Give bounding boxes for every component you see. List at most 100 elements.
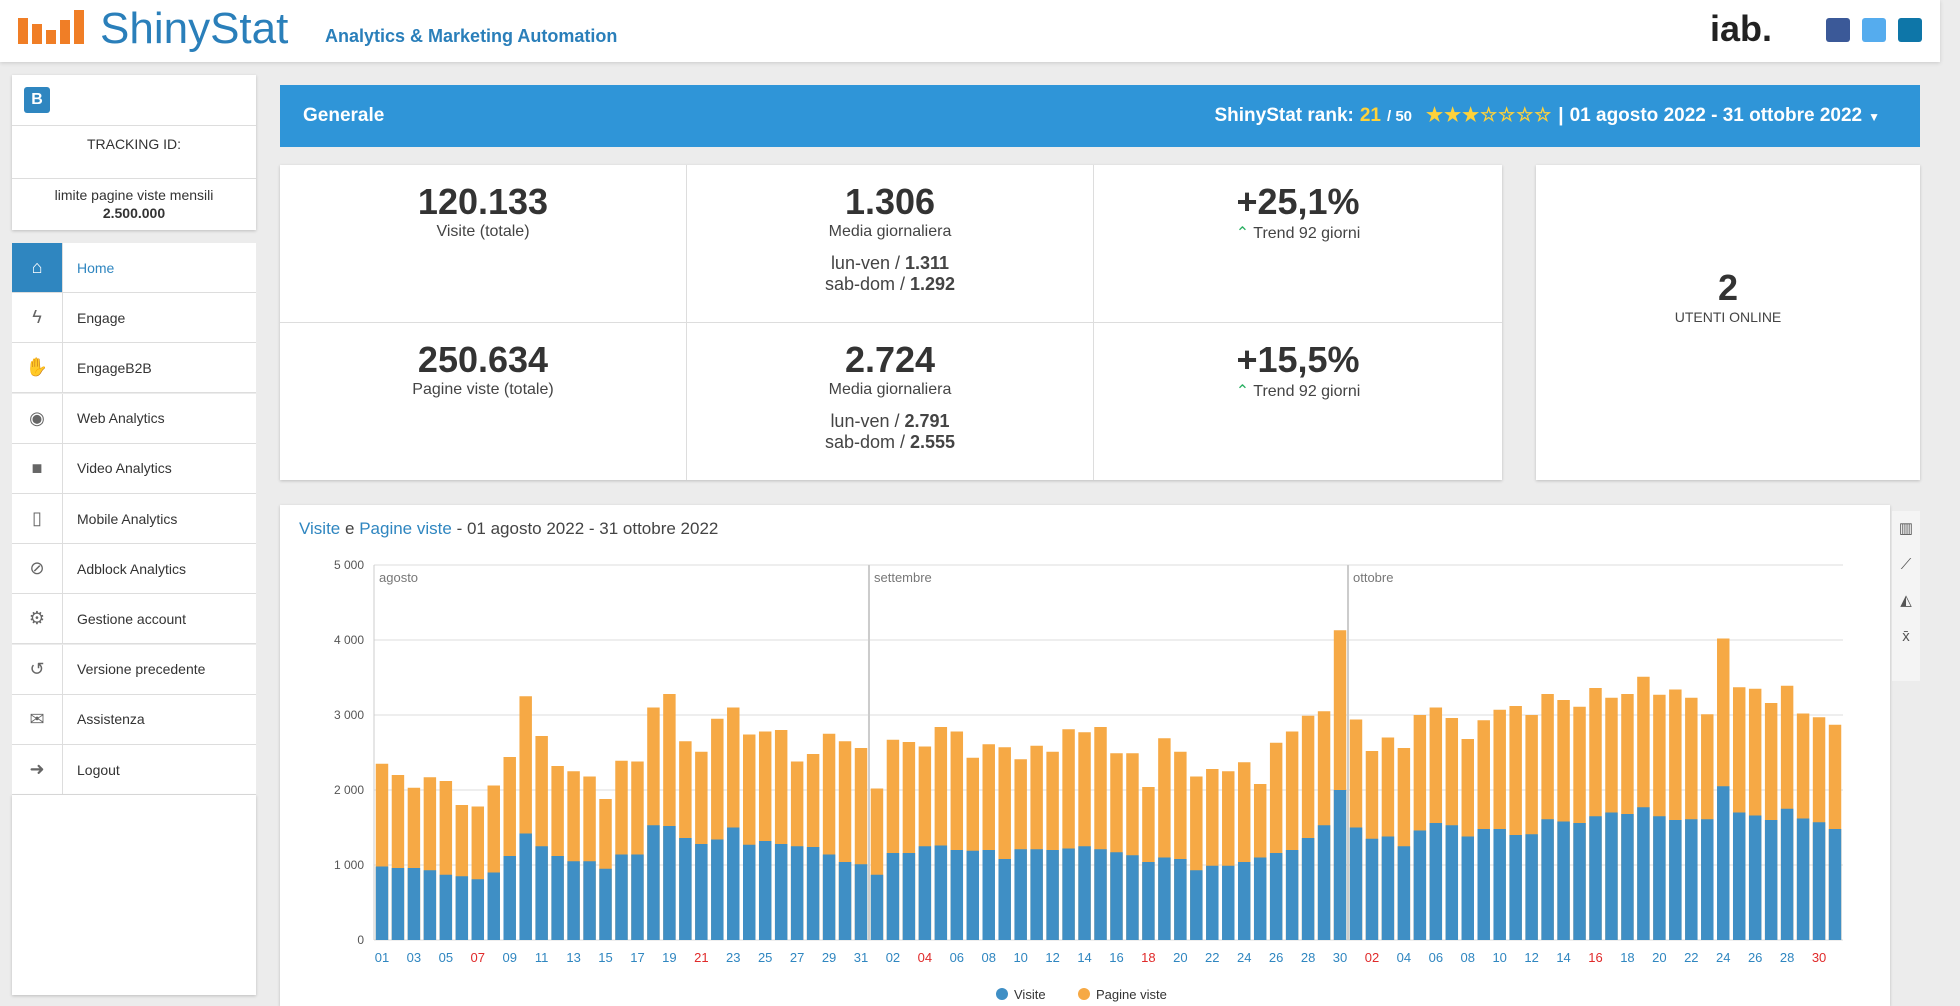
x-tick-label: 12 <box>1524 950 1538 965</box>
menu-item[interactable]: ⚙ Gestione account <box>12 594 256 645</box>
bar <box>711 839 724 940</box>
x-tick-label: 08 <box>1461 950 1475 965</box>
menu-label: Adblock Analytics <box>77 560 186 577</box>
facebook[interactable] <box>1826 18 1850 42</box>
menu-item[interactable]: ✉ Assistenza <box>12 694 256 745</box>
x-tick-label: 16 <box>1109 950 1123 965</box>
x-tick-label: 10 <box>1492 950 1506 965</box>
bar <box>934 845 948 940</box>
bar <box>1477 829 1490 940</box>
bar <box>1732 812 1746 940</box>
bar <box>1365 838 1379 940</box>
visits-avg: 1.306 Media giornaliera lun-ven / 1.311 s… <box>687 165 1094 323</box>
x-tick-label: 24 <box>1237 950 1251 965</box>
bar <box>1701 819 1714 940</box>
bar <box>1717 786 1730 940</box>
topbar: Generale ShinyStat rank: 21 / 50 ★★★☆☆☆☆… <box>280 85 1920 147</box>
menu-icon: ➜ <box>12 745 63 794</box>
menu-item[interactable]: ⌂ Home <box>12 243 256 293</box>
twitter[interactable] <box>1862 18 1886 42</box>
x-tick-label: 20 <box>1173 950 1187 965</box>
x-tick-label: 06 <box>1429 950 1443 965</box>
label: lun-ven / <box>830 411 900 431</box>
bar <box>1812 822 1826 940</box>
bar <box>1413 830 1427 940</box>
menu-item[interactable]: ■ Video Analytics <box>12 443 256 494</box>
menu-label: Mobile Analytics <box>77 510 178 527</box>
bar <box>950 850 964 940</box>
menu-item[interactable]: ▯ Mobile Analytics <box>12 494 256 544</box>
bar <box>822 854 836 940</box>
menu-item[interactable]: ◉ Web Analytics <box>12 393 256 444</box>
menu-item[interactable]: ➜ Logout <box>12 745 256 795</box>
bar <box>1828 829 1842 940</box>
bar <box>918 846 932 940</box>
bar <box>423 870 437 940</box>
chart-tools[interactable]: ▥ ⟋ ◭ x̄ <box>1892 511 1920 681</box>
tagline: Analytics & Marketing Automation <box>325 26 618 46</box>
x-tick-label: 02 <box>1365 950 1379 965</box>
month-label: settembre <box>874 570 932 585</box>
menu-item[interactable]: ϟ Engage <box>12 293 256 344</box>
bar <box>615 854 628 940</box>
value: 1.306 <box>844 181 936 222</box>
menu-icon: ⊘ <box>12 544 63 594</box>
menu-icon: ϟ <box>12 293 63 343</box>
bar <box>1381 836 1395 940</box>
y-tick-label: 0 <box>357 933 364 947</box>
bar <box>1764 820 1778 940</box>
menu-item[interactable]: ⊘ Adblock Analytics <box>12 544 256 595</box>
x-tick-label: 11 <box>535 950 549 965</box>
bar <box>1653 816 1666 940</box>
bar <box>1014 849 1027 940</box>
bar <box>551 856 564 940</box>
rank: 21 <box>1359 105 1381 126</box>
bar <box>774 844 788 940</box>
sidebar-fill <box>12 795 256 995</box>
label: Trend 92 giorni <box>1253 225 1361 242</box>
bar <box>1493 829 1506 940</box>
bar <box>487 872 500 940</box>
online-box: 2 UTENTI ONLINE <box>1536 165 1920 480</box>
bar <box>663 826 676 940</box>
x-tick-label: 17 <box>630 950 644 965</box>
label: lun-ven / <box>830 253 900 273</box>
period: - 01 agosto 2022 - 31 ottobre 2022 <box>456 519 719 538</box>
label: Pagine viste (totale) <box>412 381 554 398</box>
bar <box>1206 865 1219 940</box>
x-tick-label: 03 <box>407 950 421 965</box>
pages-link[interactable]: Pagine viste <box>359 519 452 538</box>
x-tick-label: 22 <box>1205 950 1219 965</box>
pages-avg: 2.724 Media giornaliera lun-ven / 2.791 s… <box>687 323 1094 480</box>
bar <box>1126 855 1139 940</box>
x-tick-label: 23 <box>726 950 740 965</box>
x-tick-label: 06 <box>950 950 964 965</box>
period[interactable]: 01 agosto 2022 - 31 ottobre 2022 <box>1569 105 1863 126</box>
bar <box>1030 849 1043 940</box>
menu-icon: ■ <box>12 443 63 493</box>
menu-label: Assistenza <box>77 711 145 728</box>
bar <box>1780 808 1794 940</box>
chart-title: Visite e Pagine viste - 01 agosto 2022 -… <box>299 519 718 539</box>
visits-link[interactable]: Visite <box>299 519 341 538</box>
rank-max: / 50 <box>1387 108 1413 125</box>
tracking-label: TRACKING ID: <box>12 125 256 152</box>
bar <box>1333 790 1347 940</box>
x-tick-label: 14 <box>1077 950 1091 965</box>
menu-item[interactable]: ✋ EngageB2B <box>12 343 256 394</box>
bar <box>1605 812 1618 940</box>
menu-item[interactable]: ↺ Versione precedente <box>12 644 256 695</box>
bar <box>758 841 772 940</box>
x-tick-label: 28 <box>1780 950 1794 965</box>
label: Media giornaliera <box>828 381 952 398</box>
legend-label: Pagine viste <box>1096 987 1167 1002</box>
linkedin[interactable] <box>1898 18 1922 42</box>
bar <box>631 854 644 940</box>
bar <box>1637 807 1650 940</box>
value: 120.133 <box>417 181 549 222</box>
bar <box>695 844 708 940</box>
bar <box>535 846 548 940</box>
x-tick-label: 04 <box>918 950 932 965</box>
bar <box>870 874 884 940</box>
section-title: Generale <box>303 105 385 126</box>
